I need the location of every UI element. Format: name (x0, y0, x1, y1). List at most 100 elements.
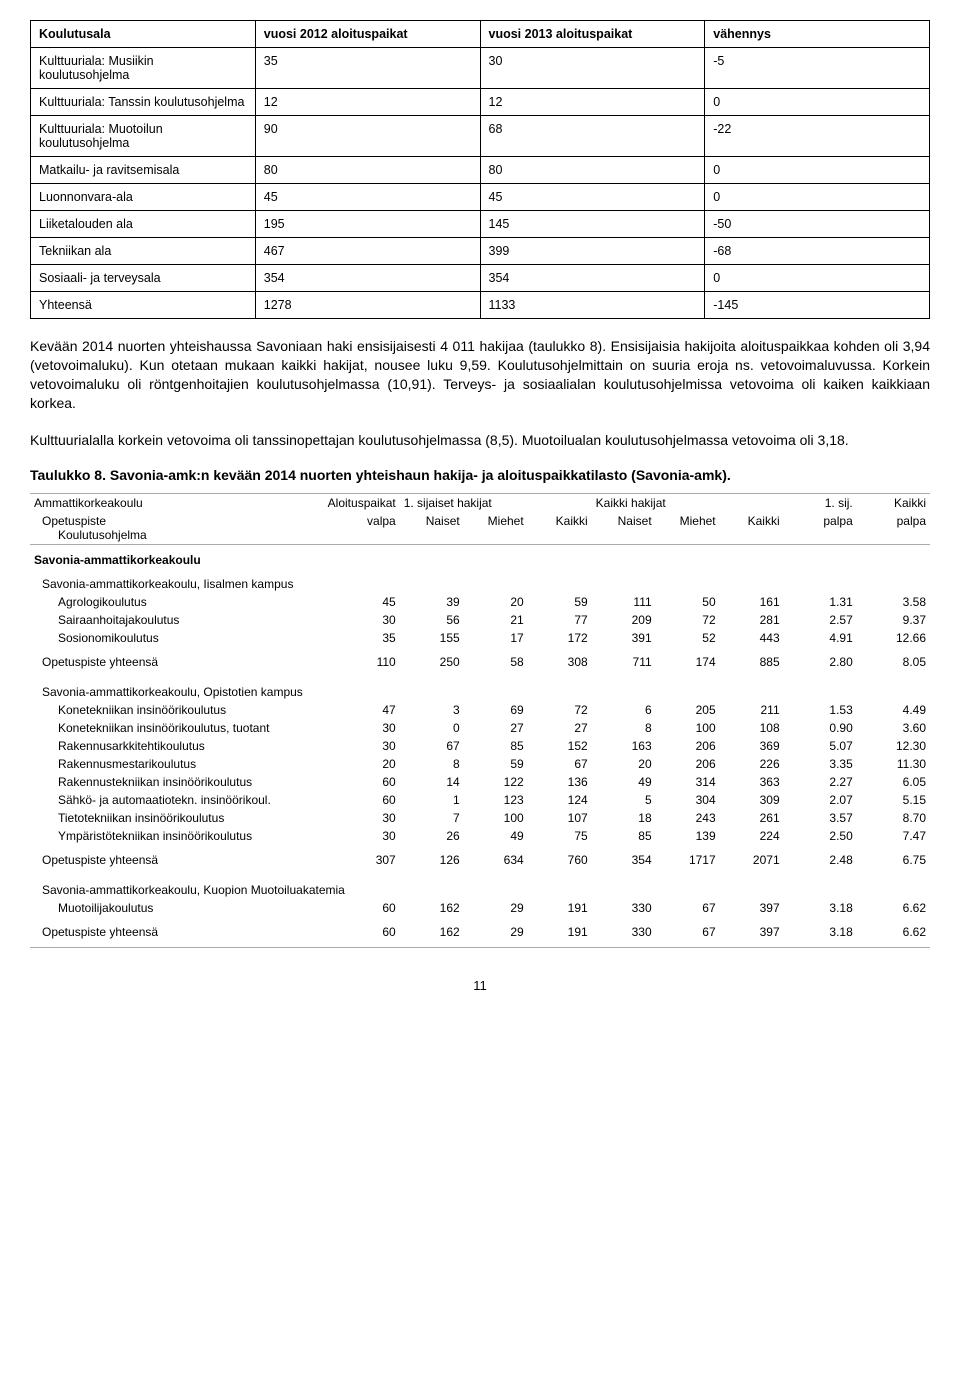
cell: 443 (720, 629, 784, 647)
cell: 60 (323, 899, 400, 917)
cell: 45 (323, 593, 400, 611)
cell: 49 (592, 773, 656, 791)
cell: Aloituspaikat (323, 494, 400, 513)
cell: 58 (464, 647, 528, 677)
cell: Opetuspiste yhteensä (30, 917, 323, 948)
cell: 330 (592, 917, 656, 948)
cell: 0 (705, 184, 930, 211)
cell: 314 (656, 773, 720, 791)
cell: 111 (592, 593, 656, 611)
cell: 163 (592, 737, 656, 755)
cell: Liiketalouden ala (31, 211, 256, 238)
cell: -145 (705, 292, 930, 319)
cell: 107 (528, 809, 592, 827)
cell: 304 (656, 791, 720, 809)
th: vuosi 2012 aloituspaikat (255, 21, 480, 48)
cell: Sähkö- ja automaatiotekn. insinöörikoul. (30, 791, 323, 809)
cell: 1278 (255, 292, 480, 319)
cell: 30 (323, 611, 400, 629)
cell: 136 (528, 773, 592, 791)
cell: Kaikki (528, 512, 592, 545)
cell: 11.30 (857, 755, 930, 773)
cell: 467 (255, 238, 480, 265)
cell: 711 (592, 647, 656, 677)
cell: 21 (464, 611, 528, 629)
cell: Savonia-ammattikorkeakoulu, Iisalmen kam… (30, 569, 930, 593)
th: Koulutusala (31, 21, 256, 48)
cell: 30 (323, 737, 400, 755)
cell: 30 (323, 719, 400, 737)
cell: 29 (464, 917, 528, 948)
table-row: Savonia-ammattikorkeakoulu (30, 545, 930, 570)
cell: Rakennusmestarikoulutus (30, 755, 323, 773)
table-row: Muotoilijakoulutus6016229191330673973.18… (30, 899, 930, 917)
cell: 20 (323, 755, 400, 773)
cell: Luonnonvara-ala (31, 184, 256, 211)
cell: 3.35 (784, 755, 857, 773)
cell: 126 (400, 845, 464, 875)
cell: palpa (784, 512, 857, 545)
table-row: Kulttuuriala: Tanssin koulutusohjelma121… (31, 89, 930, 116)
cell: 139 (656, 827, 720, 845)
table-row: Savonia-ammattikorkeakoulu, Iisalmen kam… (30, 569, 930, 593)
cell: 50 (656, 593, 720, 611)
cell: Miehet (656, 512, 720, 545)
table-row: Tietotekniikan insinöörikoulutus30710010… (30, 809, 930, 827)
cell: 9.37 (857, 611, 930, 629)
table-row: Konetekniikan insinöörikoulutus, tuotant… (30, 719, 930, 737)
table-row: Rakennustekniikan insinöörikoulutus60141… (30, 773, 930, 791)
cell: Tietotekniikan insinöörikoulutus (30, 809, 323, 827)
table-row: Matkailu- ja ravitsemisala80800 (31, 157, 930, 184)
table-row: Rakennusarkkitehtikoulutus30678515216320… (30, 737, 930, 755)
cell: 45 (480, 184, 705, 211)
cell: 52 (656, 629, 720, 647)
cell: 49 (464, 827, 528, 845)
cell: 26 (400, 827, 464, 845)
cell: 399 (480, 238, 705, 265)
cell: 8.05 (857, 647, 930, 677)
table-header-row: Koulutusala vuosi 2012 aloituspaikat vuo… (31, 21, 930, 48)
table-row: Konetekniikan insinöörikoulutus473697262… (30, 701, 930, 719)
cell: Muotoilijakoulutus (30, 899, 323, 917)
th: vähennys (705, 21, 930, 48)
cell: 20 (592, 755, 656, 773)
cell: 369 (720, 737, 784, 755)
cell: 77 (528, 611, 592, 629)
cell: Ammattikorkeakoulu (30, 494, 323, 513)
cell: Opetuspiste yhteensä (30, 647, 323, 677)
cell: 67 (656, 899, 720, 917)
cell: 123 (464, 791, 528, 809)
cell: Savonia-ammattikorkeakoulu (30, 545, 930, 570)
cell: 243 (656, 809, 720, 827)
cell: Ympäristötekniikan insinöörikoulutus (30, 827, 323, 845)
cell: 12.30 (857, 737, 930, 755)
cell: 60 (323, 773, 400, 791)
cell: 108 (720, 719, 784, 737)
cell: 56 (400, 611, 464, 629)
cell: 145 (480, 211, 705, 238)
cell: 354 (255, 265, 480, 292)
table-row: Yhteensä12781133-145 (31, 292, 930, 319)
cell: Matkailu- ja ravitsemisala (31, 157, 256, 184)
cell: 72 (528, 701, 592, 719)
cell: -22 (705, 116, 930, 157)
cell: 17 (464, 629, 528, 647)
cell: 100 (656, 719, 720, 737)
cell: 35 (323, 629, 400, 647)
cell: 30 (480, 48, 705, 89)
cell: 391 (592, 629, 656, 647)
paragraph: Kulttuurialalla korkein vetovoima oli ta… (30, 431, 930, 450)
cell: 634 (464, 845, 528, 875)
cell: 885 (720, 647, 784, 677)
cell: 174 (656, 647, 720, 677)
table-row: Luonnonvara-ala45450 (31, 184, 930, 211)
cell: 12.66 (857, 629, 930, 647)
cell: 1.53 (784, 701, 857, 719)
cell: 308 (528, 647, 592, 677)
table-caption: Taulukko 8. Savonia-amk:n kevään 2014 nu… (30, 467, 930, 483)
cell: 6 (592, 701, 656, 719)
cell: 397 (720, 917, 784, 948)
cell: 162 (400, 917, 464, 948)
cell: 27 (464, 719, 528, 737)
cell: 354 (592, 845, 656, 875)
